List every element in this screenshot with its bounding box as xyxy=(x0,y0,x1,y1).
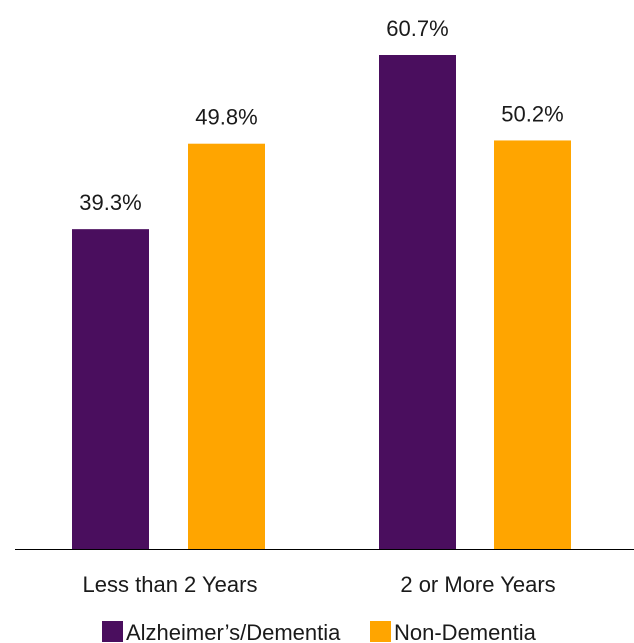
bar-alzheimers-2-or-more xyxy=(379,55,456,549)
value-label: 50.2% xyxy=(501,101,563,126)
category-labels-group: Less than 2 Years 2 or More Years xyxy=(83,572,556,597)
value-label: 49.8% xyxy=(195,105,257,130)
legend-swatch-alzheimers xyxy=(102,621,123,642)
bar-alzheimers-less-than-2 xyxy=(72,229,149,550)
bar-non-dementia-2-or-more xyxy=(494,140,571,549)
value-labels-group: 39.3% 49.8% 60.7% 50.2% xyxy=(79,16,563,215)
category-label: 2 or More Years xyxy=(400,572,555,597)
value-label: 60.7% xyxy=(386,16,448,41)
legend-label-non-dementia: Non-Dementia xyxy=(394,620,537,643)
bar-non-dementia-less-than-2 xyxy=(188,143,265,549)
value-label: 39.3% xyxy=(79,190,141,215)
legend-swatch-non-dementia xyxy=(370,621,391,642)
legend: Alzheimer’s/Dementia Non-Dementia xyxy=(102,620,537,643)
category-label: Less than 2 Years xyxy=(83,572,258,597)
legend-label-alzheimers: Alzheimer’s/Dementia xyxy=(126,620,341,643)
bars-group xyxy=(72,55,571,550)
